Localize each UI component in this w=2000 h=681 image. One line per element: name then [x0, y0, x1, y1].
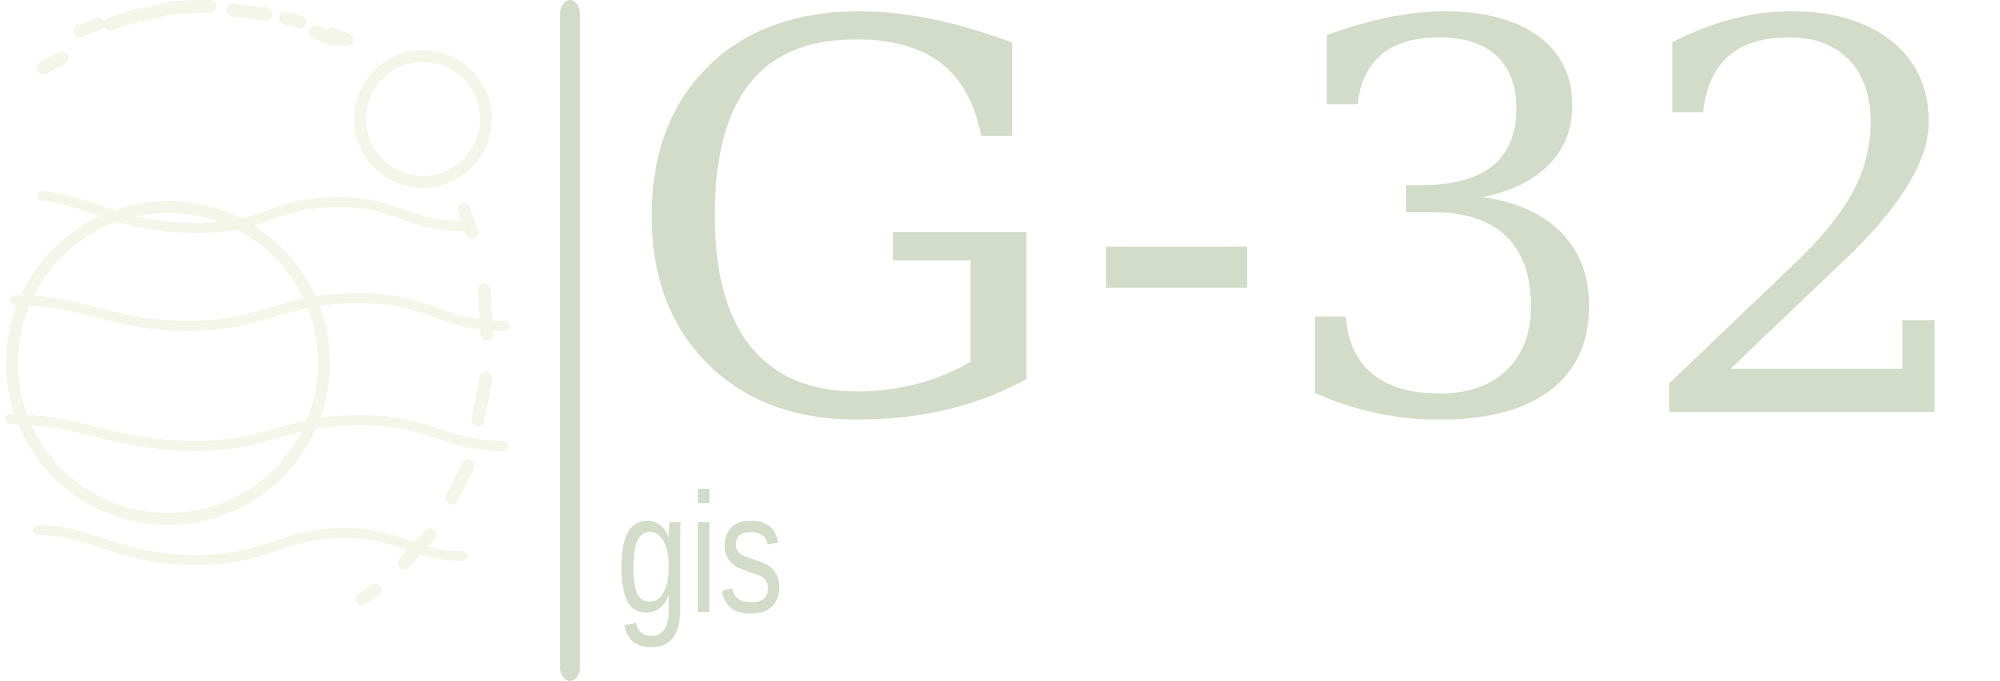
vertical-divider	[560, 0, 580, 681]
globe-circle	[6, 201, 330, 525]
globe-wave-lines	[5, 191, 510, 566]
moon-circle	[354, 50, 492, 188]
globe-with-moon-icon	[5, 0, 510, 606]
subtitle-text: gis	[616, 459, 784, 649]
wordmark-text: G-32	[620, 0, 1990, 540]
orbit-dashes-right	[355, 203, 494, 606]
orbit-dashes-top	[36, 0, 354, 75]
